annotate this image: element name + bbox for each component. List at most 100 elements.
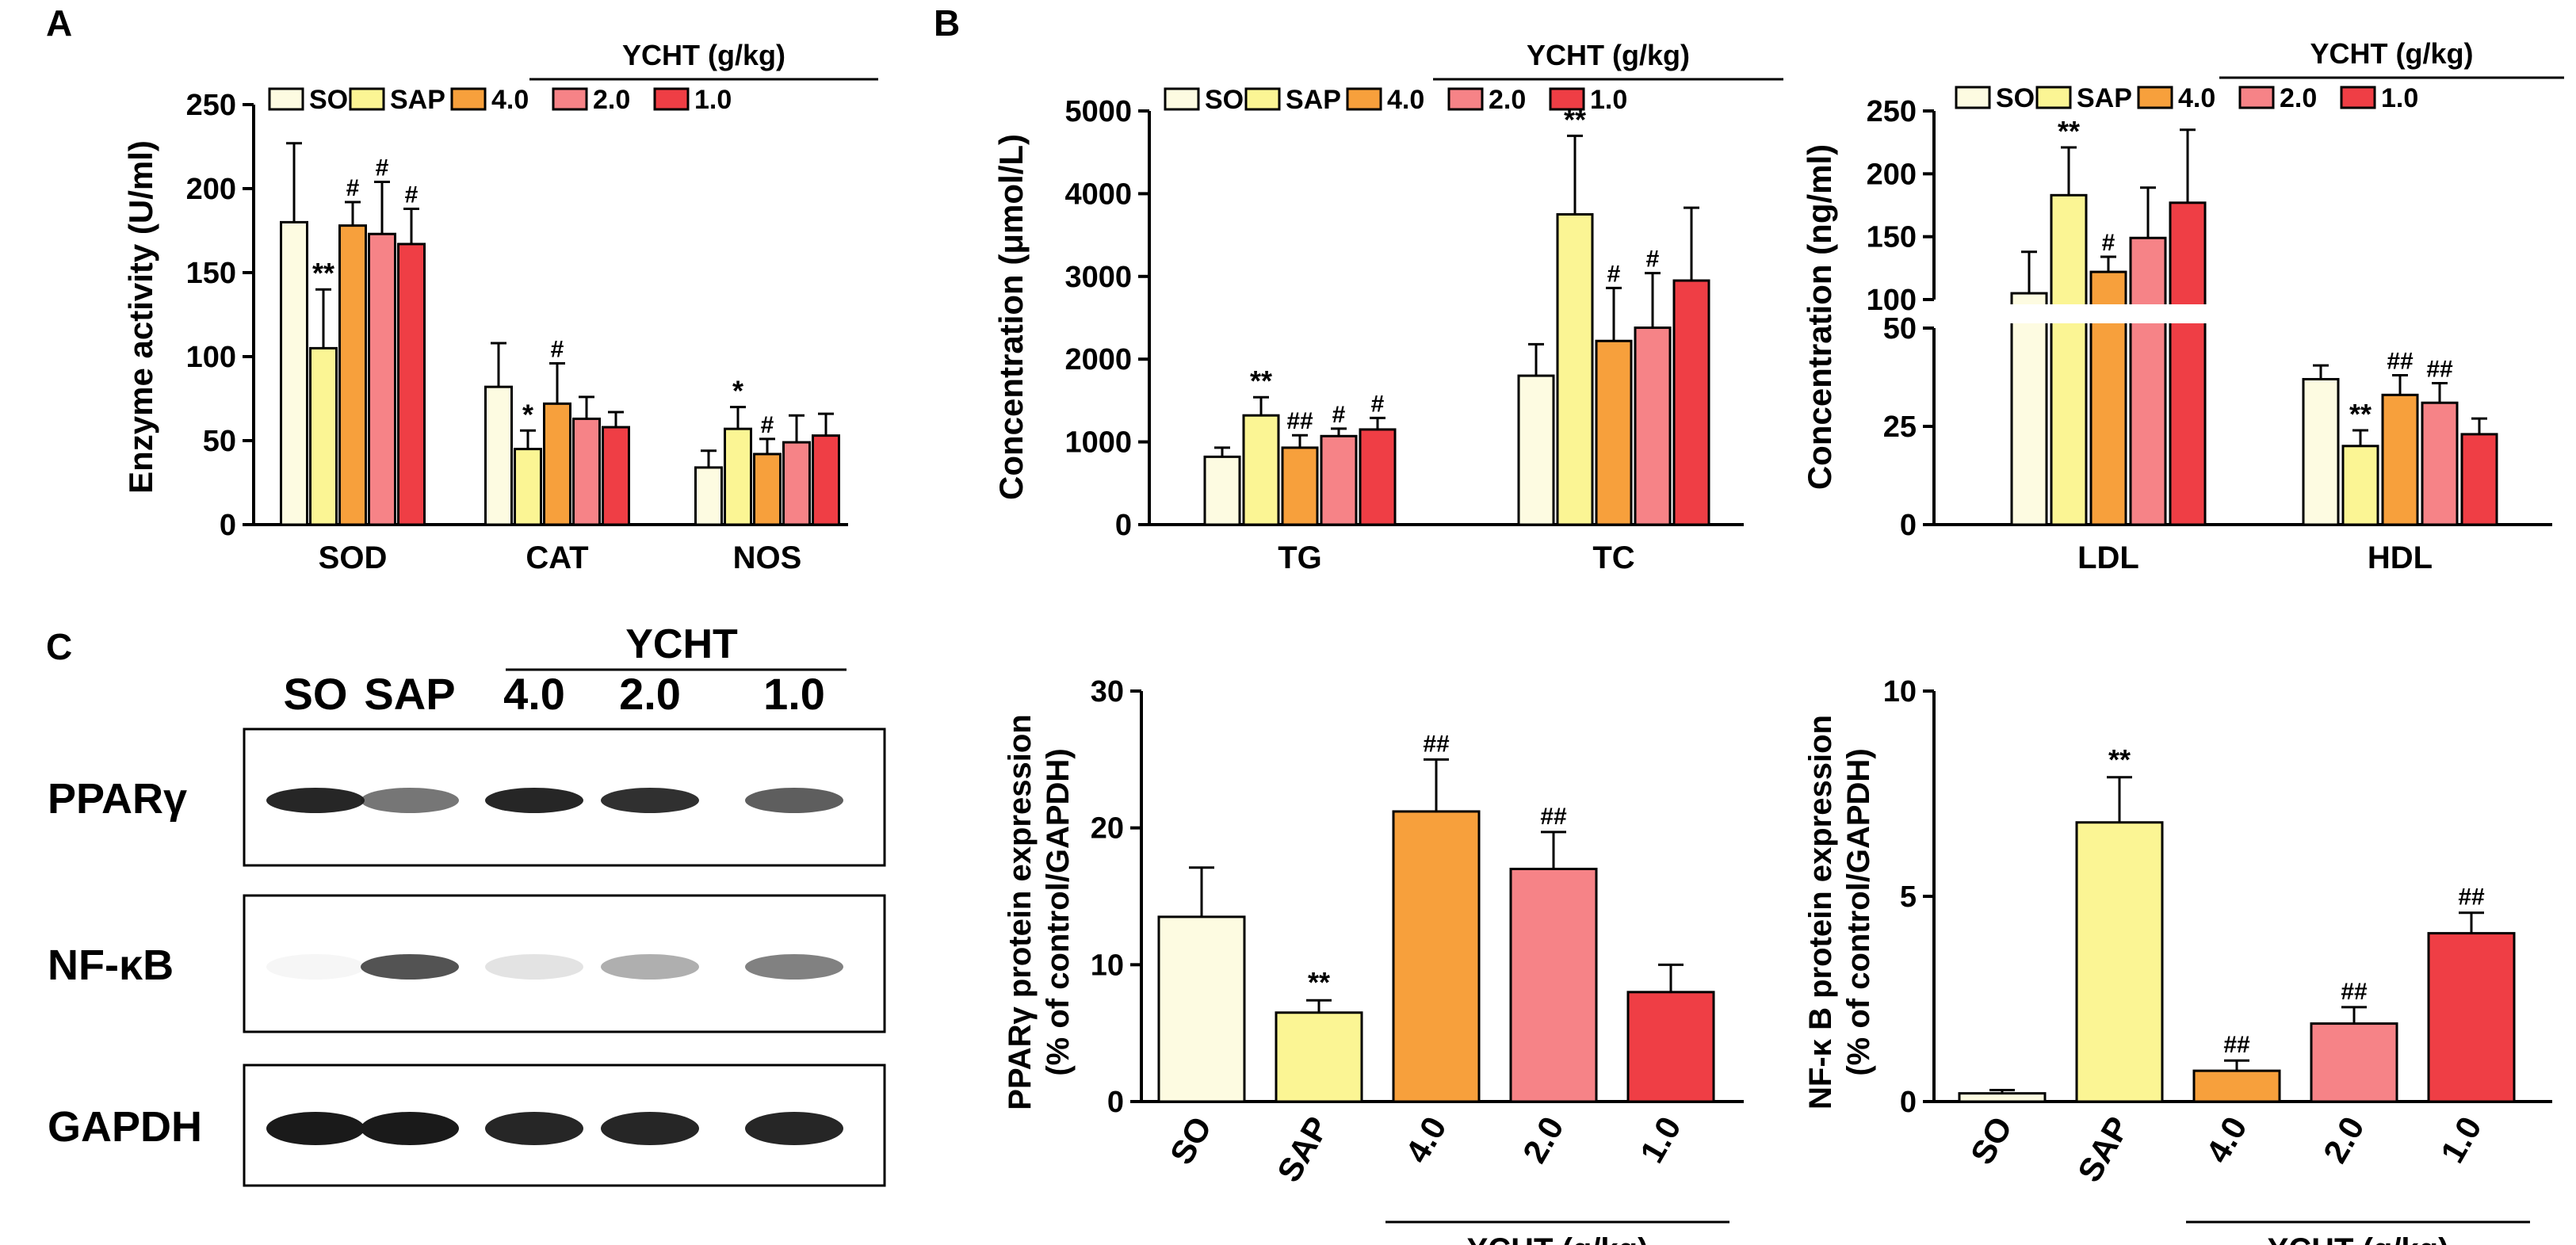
legend-label-SO: SO <box>309 85 348 115</box>
bar-sod-SO <box>280 220 308 526</box>
blot-band <box>266 788 365 813</box>
blot-lane-label: SAP <box>364 669 455 719</box>
blot-band <box>745 788 843 813</box>
legend-label-1-0: 1.0 <box>694 85 732 115</box>
significance-mark: ** <box>2349 398 2372 430</box>
x-tick-label-2-0: 2.0 <box>2316 1110 2372 1169</box>
bar-4-0 <box>1392 810 1481 1103</box>
bar-cat-4-0 <box>543 402 571 526</box>
blot-lane-label: SO <box>284 669 348 719</box>
bar-SO <box>1157 915 1246 1103</box>
y-tick-label: 2000 <box>1064 343 1132 376</box>
y-axis-label: Concentration (μmol/L) <box>992 134 1030 500</box>
legend-group-title: YCHT (g/kg) <box>622 39 785 71</box>
legend-swatch-SAP <box>1244 87 1281 111</box>
bar-hdl-2-0 <box>2421 401 2459 526</box>
bar-tc-SO <box>1517 374 1555 526</box>
blot-band <box>745 1112 843 1145</box>
bar-SAP <box>2075 821 2164 1103</box>
legend-swatch-4-0 <box>1346 87 1382 111</box>
bar-ldl-2-0 <box>2129 236 2167 526</box>
significance-mark: ## <box>2458 884 2485 911</box>
significance-mark: # <box>761 412 774 438</box>
blot-ycht-header: YCHT <box>625 621 738 667</box>
bar-2-0 <box>2310 1022 2398 1103</box>
bar-nos-SO <box>694 466 723 526</box>
significance-mark: ** <box>1308 966 1330 999</box>
significance-mark: ## <box>2341 979 2368 1005</box>
bar-sod-SAP <box>309 346 338 526</box>
blot-band <box>361 1112 459 1145</box>
bar-cat-1-0 <box>602 426 630 526</box>
blot-band <box>266 1112 365 1145</box>
bar-sod-1-0 <box>397 243 426 526</box>
blot-row-label: PPARγ <box>48 775 187 823</box>
x-tick-label-SO: SO <box>1963 1110 2020 1171</box>
x-tick-label-4-0: 4.0 <box>2199 1110 2254 1169</box>
bar-cat-SAP <box>514 448 542 526</box>
blot-lane-label: 2.0 <box>619 669 681 719</box>
category-label-cat: CAT <box>526 540 588 575</box>
bar-sod-4-0 <box>338 224 367 526</box>
y-axis-label-line1: NF-κ B protein expression <box>1803 715 1838 1109</box>
legend-label-1-0: 1.0 <box>2381 83 2418 113</box>
significance-mark: # <box>551 336 564 362</box>
bar-ldl-SO <box>2010 292 2048 526</box>
legend-swatch-SO <box>1955 86 1991 109</box>
y-axis-label-line1: PPARγ protein expression <box>1003 714 1038 1109</box>
legend-swatch-1-0 <box>1549 87 1585 111</box>
bar-tg-SO <box>1203 455 1241 526</box>
legend-label-SAP: SAP <box>1286 85 1341 115</box>
significance-mark: # <box>405 181 419 208</box>
group-label: YCHT (g/kg) <box>1467 1232 1649 1245</box>
blot-band <box>601 1112 699 1145</box>
y-tick-label: 20 <box>1091 812 1124 846</box>
x-tick-label-SAP: SAP <box>1270 1110 1336 1188</box>
blot-band <box>485 788 583 813</box>
y-tick-label: 0 <box>1900 1086 1917 1119</box>
bar-nos-4-0 <box>753 453 782 526</box>
y-tick-label: 150 <box>186 257 236 290</box>
bar-tg-4-0 <box>1281 446 1319 526</box>
legend-swatch-4-0 <box>450 87 487 111</box>
blot-band <box>745 954 843 980</box>
blot-band <box>601 954 699 980</box>
significance-mark: ## <box>1540 804 1567 830</box>
legend-swatch-2-0 <box>552 87 588 111</box>
bar-nos-SAP <box>724 427 752 526</box>
y-axis-label: Concentration (ng/ml) <box>1801 144 1838 490</box>
significance-mark: ## <box>1423 731 1450 757</box>
significance-mark: ## <box>2387 349 2414 375</box>
y-tick-label: 0 <box>220 509 236 542</box>
category-label-ldl: LDL <box>2077 540 2139 575</box>
bar-SAP <box>1275 1011 1363 1103</box>
significance-mark: * <box>732 375 743 407</box>
panel-letter-b: B <box>934 2 960 44</box>
legend-swatch-SAP <box>349 87 385 111</box>
blot-band <box>485 1112 583 1145</box>
x-tick-label-SO: SO <box>1163 1110 1219 1171</box>
bar-sod-2-0 <box>368 232 396 526</box>
group-label: YCHT (g/kg) <box>2268 1232 2449 1245</box>
significance-mark: * <box>522 398 533 430</box>
y-tick-label: 200 <box>1867 158 1917 191</box>
y-tick-label: 0 <box>1107 1086 1124 1119</box>
legend-label-4-0: 4.0 <box>2178 83 2215 113</box>
legend-swatch-1-0 <box>2340 86 2376 109</box>
bar-tg-SAP <box>1242 414 1280 526</box>
bar-tc-SAP <box>1556 213 1594 526</box>
bar-tg-2-0 <box>1320 434 1358 526</box>
bar-tc-4-0 <box>1595 339 1633 526</box>
chart-ppar-gamma-expression: 0 10 20 30 SO ** SAP ## 4.0 ## 2.0 1.0 YCHT (g/kg) PP… <box>1003 675 1744 1245</box>
y-tick-label: 50 <box>1883 312 1917 346</box>
legend-label-SO: SO <box>1996 83 2035 113</box>
legend-label-SO: SO <box>1205 85 1244 115</box>
y-tick-label: 30 <box>1091 675 1124 708</box>
y-tick-label: 200 <box>186 173 236 206</box>
x-tick-label-1-0: 1.0 <box>2433 1110 2489 1169</box>
x-tick-label-1-0: 1.0 <box>1633 1110 1688 1169</box>
bar-hdl-SO <box>2302 377 2340 526</box>
legend-label-4-0: 4.0 <box>491 85 529 115</box>
legend-group-title: YCHT (g/kg) <box>2310 37 2474 70</box>
